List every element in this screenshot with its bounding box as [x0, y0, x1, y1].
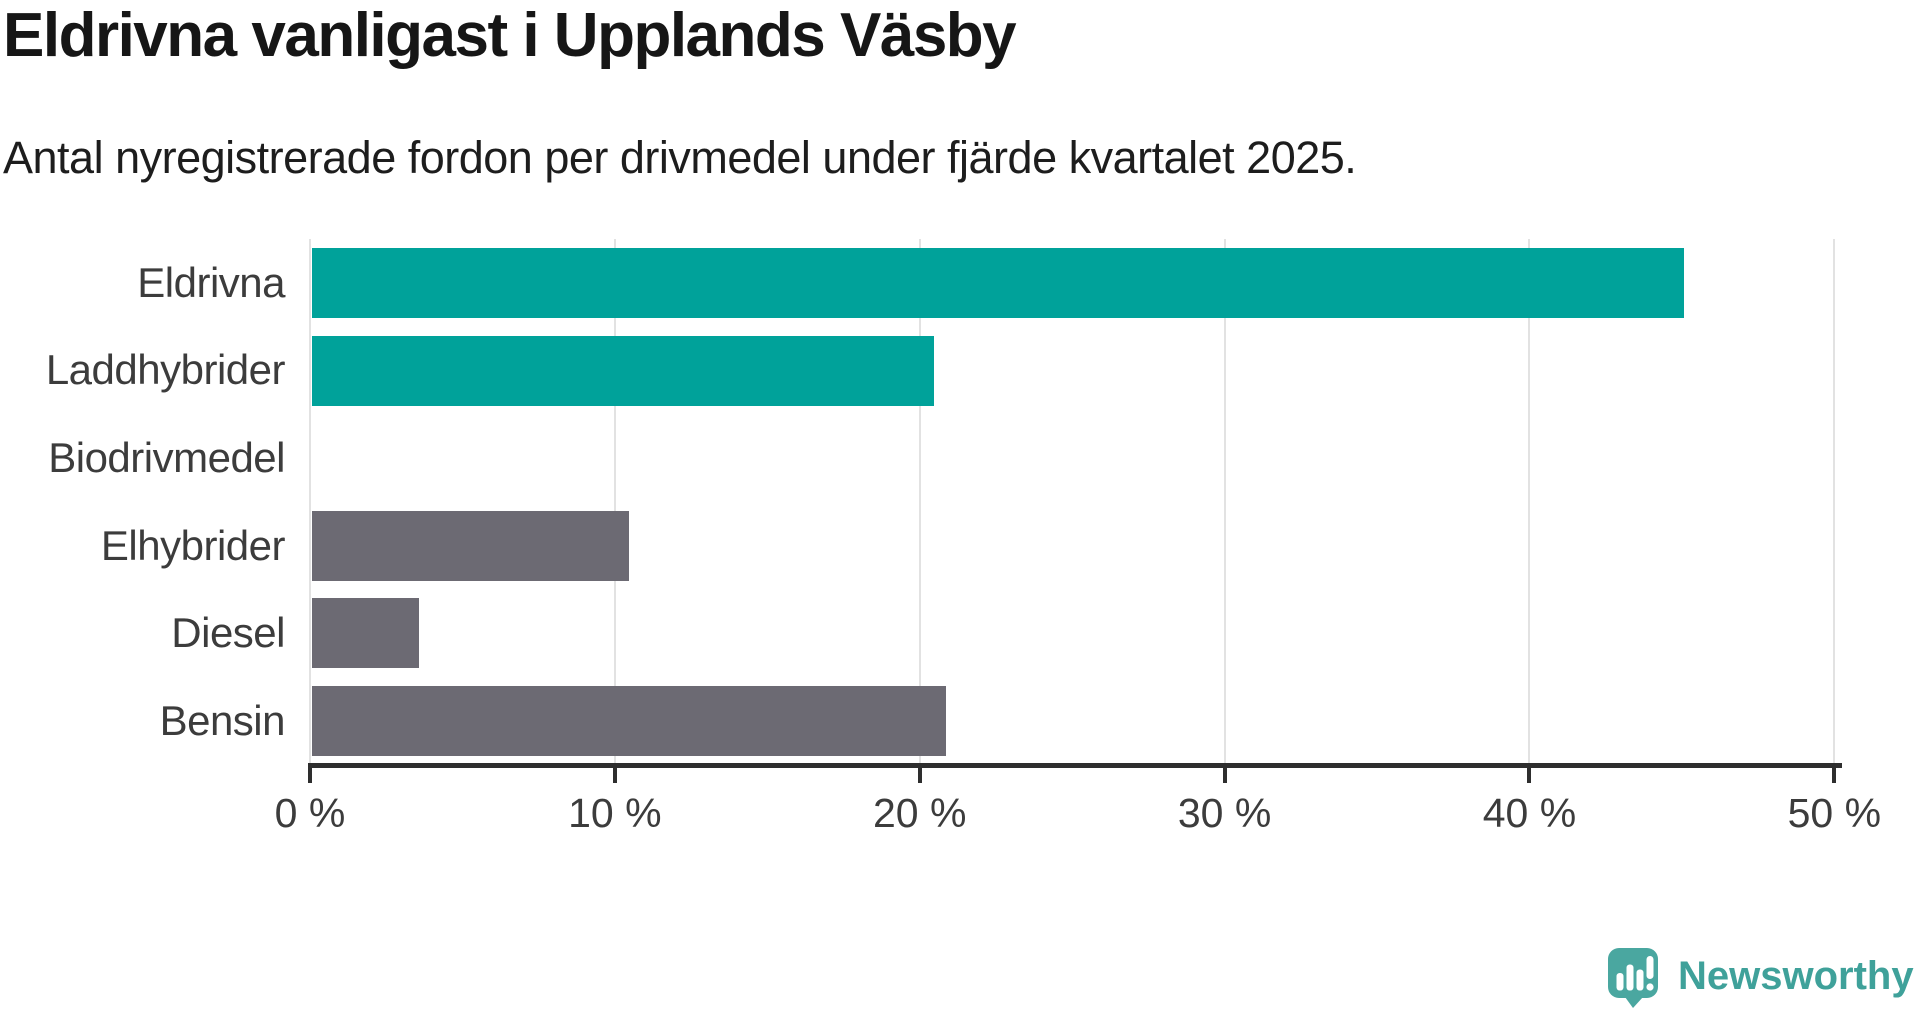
- bar-diesel: [312, 598, 419, 669]
- x-axis-tick-label-50: 50 %: [1787, 790, 1882, 836]
- category-label-bensin: Bensin: [159, 696, 286, 744]
- bar-laddhybrider: [312, 335, 934, 406]
- x-axis-tick-30: [1222, 763, 1227, 783]
- newsworthy-speech-bubble-chart-icon: [1608, 948, 1658, 1008]
- x-axis-tick-label-0: 0 %: [274, 790, 346, 836]
- gridline-x-20: [918, 239, 921, 763]
- x-axis-tick-0: [308, 763, 312, 783]
- category-label-biodrivmedel: Biodrivmedel: [48, 433, 285, 481]
- chart-subtitle: Antal nyregistrerade fordon per drivmede…: [3, 132, 1357, 183]
- category-label-elhybrider: Elhybrider: [100, 521, 286, 569]
- bar-eldrivna: [312, 248, 1684, 318]
- x-axis-tick-label-30: 30 %: [1177, 790, 1272, 836]
- x-axis-tick-label-20: 20 %: [872, 790, 967, 836]
- gridline-x-0: [309, 239, 311, 763]
- bar-elhybrider: [312, 510, 630, 581]
- category-label-laddhybrider: Laddhybrider: [45, 346, 286, 394]
- x-axis-tick-label-10: 10 %: [568, 790, 662, 836]
- x-axis-tick-50: [1832, 763, 1837, 783]
- newsworthy-logo[interactable]: Newsworthy: [1608, 948, 1914, 1008]
- gridline-x-30: [1223, 239, 1226, 763]
- x-axis-tick-label-40: 40 %: [1482, 790, 1577, 836]
- newsworthy-logo-text: Newsworthy: [1678, 954, 1914, 998]
- x-axis-line: [308, 763, 1843, 768]
- category-label-diesel: Diesel: [171, 609, 285, 657]
- gridline-x-50: [1833, 239, 1836, 763]
- gridline-x-40: [1528, 239, 1531, 763]
- chart-title: Eldrivna vanligast i Upplands Väsby: [3, 1, 1017, 70]
- category-label-eldrivna: Eldrivna: [137, 258, 285, 306]
- bar-bensin: [312, 686, 947, 756]
- x-axis-tick-10: [612, 763, 617, 783]
- x-axis-tick-20: [917, 763, 922, 783]
- x-axis-tick-40: [1527, 763, 1532, 783]
- gridline-x-10: [613, 239, 616, 763]
